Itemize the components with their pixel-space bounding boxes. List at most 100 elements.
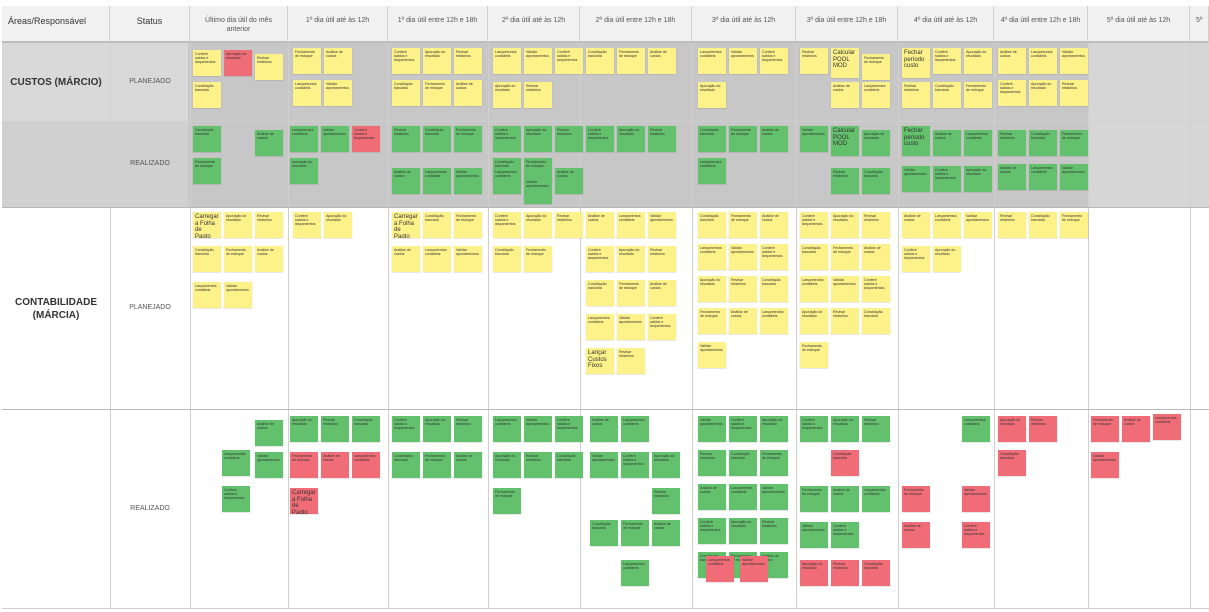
sticky-note[interactable]: Apuração do resultado — [224, 212, 252, 238]
sticky-note[interactable]: Fechar período custo — [902, 126, 930, 156]
sticky-note[interactable]: Lançamentos contábeis — [706, 556, 734, 582]
sticky-note[interactable]: Apuração do resultado — [729, 518, 757, 544]
sticky-note[interactable]: Análise de custos — [392, 246, 420, 272]
sticky-note[interactable]: Análise de custos — [255, 130, 283, 156]
sticky-note[interactable]: Conciliação bancária — [423, 212, 451, 238]
sticky-note[interactable]: Conferir saldos e lançamentos — [193, 50, 221, 76]
sticky-note[interactable]: Apuração do resultado — [617, 126, 645, 152]
sticky-note[interactable]: Apuração do resultado — [998, 416, 1026, 442]
sticky-note[interactable]: Conciliação bancária — [555, 452, 583, 478]
sticky-note[interactable]: Conferir saldos e lançamentos — [933, 166, 961, 192]
sticky-note[interactable]: Conciliação bancária — [760, 276, 788, 302]
sticky-note[interactable]: Fechamento de estoque — [1091, 416, 1119, 442]
sticky-note[interactable]: Revisar relatórios — [862, 212, 890, 238]
sticky-note[interactable]: Lançamentos contábeis — [1029, 164, 1057, 190]
sticky-note[interactable]: Análise de custos — [760, 212, 788, 238]
sticky-note[interactable]: Fechamento de estoque — [423, 452, 451, 478]
sticky-note[interactable]: Revisar relatórios — [760, 518, 788, 544]
sticky-note[interactable]: Validar apontamentos — [524, 178, 552, 204]
sticky-note[interactable]: Lançamentos contábeis — [962, 416, 990, 442]
sticky-note[interactable]: Lançamentos contábeis — [293, 80, 321, 106]
sticky-note[interactable]: Lançamentos contábeis — [193, 282, 221, 308]
sticky-note[interactable]: Lançamentos contábeis — [493, 48, 521, 74]
sticky-note[interactable]: Conferir saldos e lançamentos — [392, 416, 420, 442]
sticky-note[interactable]: Calcular POOL MOD — [831, 48, 859, 78]
sticky-note[interactable]: Lançamentos contábeis — [800, 276, 828, 302]
sticky-note[interactable]: Fechar período custo — [902, 48, 930, 78]
sticky-note[interactable]: Fechamento de estoque — [617, 280, 645, 306]
sticky-note[interactable]: Conferir saldos e lançamentos — [621, 452, 649, 478]
sticky-note[interactable]: Revisar relatórios — [454, 416, 482, 442]
sticky-note[interactable]: Apuração do resultado — [324, 212, 352, 238]
sticky-note[interactable]: Revisar relatórios — [321, 416, 349, 442]
sticky-note[interactable]: Apuração do resultado — [493, 452, 521, 478]
sticky-note[interactable]: Validar apontamentos — [454, 168, 482, 194]
sticky-note[interactable]: Fechamento de estoque — [423, 80, 451, 106]
sticky-note[interactable]: Validar apontamentos — [800, 126, 828, 152]
sticky-note[interactable]: Conferir saldos e lançamentos — [493, 212, 521, 238]
sticky-note[interactable]: Análise de custos — [255, 246, 283, 272]
sticky-note[interactable]: Validar apontamentos — [321, 126, 349, 152]
sticky-note[interactable]: Revisar relatórios — [255, 212, 283, 238]
sticky-note[interactable]: Conferir saldos e lançamentos — [760, 48, 788, 74]
sticky-note[interactable]: Revisar relatórios — [1060, 80, 1088, 106]
sticky-note[interactable]: Lançamentos contábeis — [352, 452, 380, 478]
sticky-note[interactable]: Conferir saldos e lançamentos — [831, 522, 859, 548]
sticky-note[interactable]: Conferir saldos e lançamentos — [586, 126, 614, 152]
sticky-note[interactable]: Carregar a Folha de Pagto — [392, 212, 420, 238]
sticky-note[interactable]: Análise de custos — [1122, 416, 1150, 442]
sticky-note[interactable]: Revisar relatórios — [998, 130, 1026, 156]
sticky-note[interactable]: Apuração do resultado — [964, 166, 992, 192]
sticky-note[interactable]: Apuração do resultado — [493, 82, 521, 108]
sticky-note[interactable]: Apuração do resultado — [698, 82, 726, 108]
sticky-note[interactable]: Validar apontamentos — [729, 244, 757, 270]
sticky-note[interactable]: Apuração do resultado — [524, 126, 552, 152]
sticky-note[interactable]: Conciliação bancária — [392, 452, 420, 478]
sticky-note[interactable]: Conferir saldos e lançamentos — [352, 126, 380, 152]
sticky-note[interactable]: Conciliação bancária — [1029, 212, 1057, 238]
sticky-note[interactable]: Apuração do resultado — [423, 48, 451, 74]
sticky-note[interactable]: Validar apontamentos — [617, 314, 645, 340]
sticky-note[interactable]: Conciliação bancária — [800, 244, 828, 270]
sticky-note[interactable]: Revisar relatórios — [648, 246, 676, 272]
sticky-note[interactable]: Validar apontamentos — [1060, 48, 1088, 74]
sticky-note[interactable]: Revisar relatórios — [902, 82, 930, 108]
sticky-note[interactable]: Revisar relatórios — [392, 126, 420, 152]
sticky-note[interactable]: Fechamento de estoque — [698, 308, 726, 334]
sticky-note[interactable]: Análise de custos — [648, 280, 676, 306]
sticky-note[interactable]: Análise de custos — [454, 452, 482, 478]
sticky-note[interactable]: Apuração do resultado — [290, 158, 318, 184]
sticky-note[interactable]: Apuração do resultado — [524, 212, 552, 238]
sticky-note[interactable]: Fechamento de estoque — [621, 520, 649, 546]
sticky-note[interactable]: Conferir saldos e lançamentos — [586, 246, 614, 272]
sticky-note[interactable]: Validar apontamentos — [902, 166, 930, 192]
sticky-note[interactable]: Validar apontamentos — [524, 416, 552, 442]
sticky-note[interactable]: Validar apontamentos — [740, 556, 768, 582]
sticky-note[interactable]: Lançamentos contábeis — [621, 560, 649, 586]
sticky-note[interactable]: Lançamentos contábeis — [1029, 48, 1057, 74]
sticky-note[interactable]: Fechamento de estoque — [617, 48, 645, 74]
sticky-note[interactable]: Conciliação bancária — [1029, 130, 1057, 156]
sticky-note[interactable]: Conferir saldos e lançamentos — [862, 276, 890, 302]
sticky-note[interactable]: Conciliação bancária — [590, 520, 618, 546]
sticky-note[interactable]: Fechamento de estoque — [729, 126, 757, 152]
sticky-note[interactable]: Análise de custos — [321, 452, 349, 478]
sticky-note[interactable]: Conciliação bancária — [586, 280, 614, 306]
sticky-note[interactable]: Conciliação bancária — [729, 450, 757, 476]
sticky-note[interactable]: Lançamentos contábeis — [290, 126, 318, 152]
sticky-note[interactable]: Apuração do resultado — [862, 130, 890, 156]
sticky-note[interactable]: Validar apontamentos — [454, 246, 482, 272]
sticky-note[interactable]: Apuração do resultado — [290, 416, 318, 442]
sticky-note[interactable]: Apuração do resultado — [964, 48, 992, 74]
sticky-note[interactable]: Validar apontamentos — [1091, 452, 1119, 478]
sticky-note[interactable]: Conciliação bancária — [698, 126, 726, 152]
sticky-note[interactable]: Conciliação bancária — [862, 308, 890, 334]
sticky-note[interactable]: Conferir saldos e lançamentos — [800, 416, 828, 442]
sticky-note[interactable]: Conferir saldos e lançamentos — [729, 416, 757, 442]
sticky-note[interactable]: Carregar a Folha de Pagto — [290, 488, 318, 514]
sticky-note[interactable]: Conferir saldos e lançamentos — [648, 314, 676, 340]
sticky-note[interactable]: Conferir saldos e lançamentos — [555, 48, 583, 74]
sticky-note[interactable]: Fechamento de estoque — [193, 158, 221, 184]
sticky-note[interactable]: Conciliação bancária — [193, 82, 221, 108]
sticky-note[interactable]: Validar apontamentos — [964, 212, 992, 238]
